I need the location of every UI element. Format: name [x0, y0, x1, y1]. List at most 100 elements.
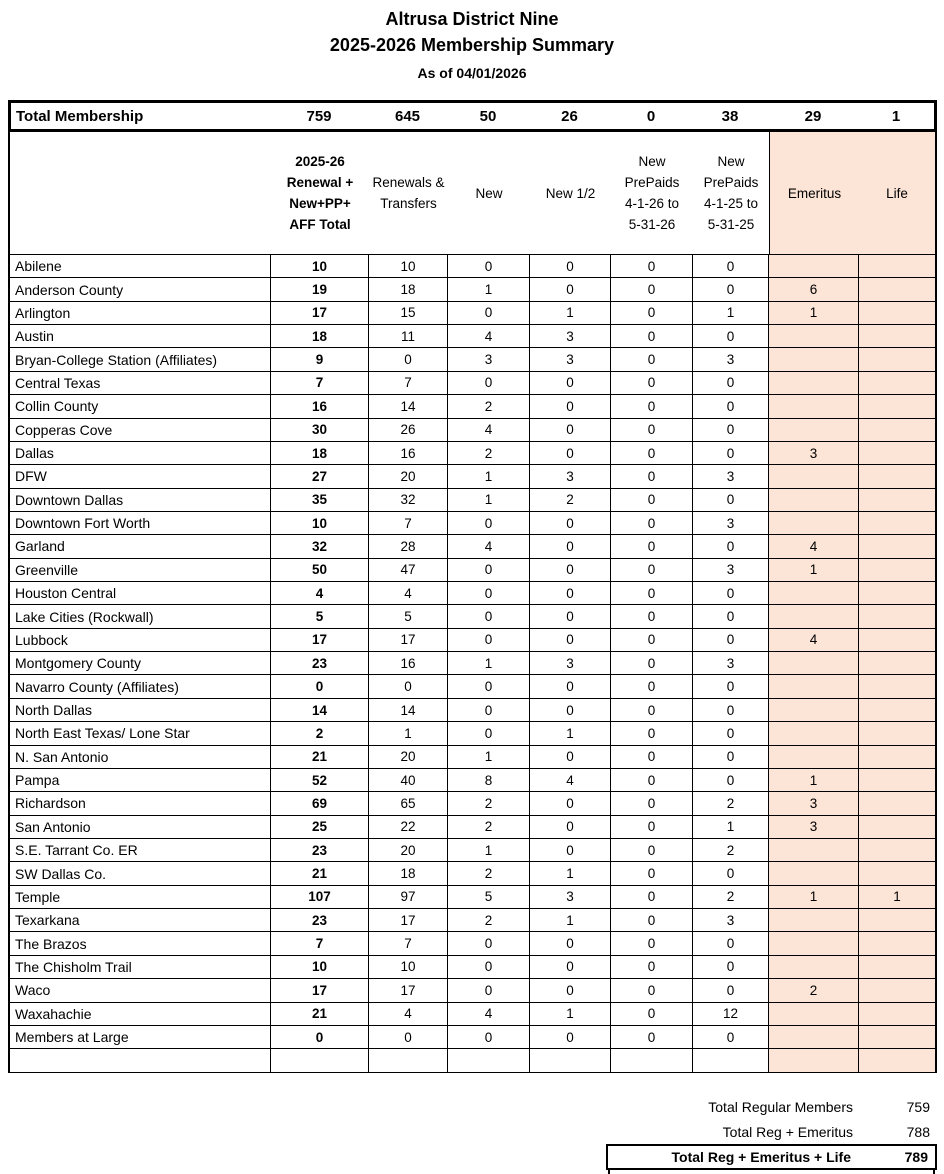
value-cell: 0: [611, 932, 693, 956]
total-value: 50: [479, 107, 497, 125]
club-name-cell: San Antonio: [10, 815, 271, 839]
value-cell: 3: [693, 465, 769, 489]
summary-row: Total Regular Members 759: [606, 1094, 937, 1119]
value-cell: 0: [530, 838, 611, 863]
value-cell: 0: [611, 301, 693, 326]
border-stub: [933, 1168, 935, 1174]
club-name-cell: Bryan-College Station (Affiliates): [10, 348, 271, 372]
value-cell: 0: [693, 932, 769, 956]
value-cell: [859, 768, 935, 793]
value-cell: 0: [611, 745, 693, 769]
value-cell: 4: [769, 628, 859, 653]
value-cell: 17: [369, 979, 448, 1003]
value-cell: [859, 862, 935, 886]
value-cell: 0: [530, 418, 611, 442]
value-cell: 0: [448, 722, 530, 746]
value-cell: 3: [530, 325, 611, 349]
value-cell: 10: [271, 955, 369, 980]
value-cell: [769, 348, 859, 372]
value-cell: 0: [448, 628, 530, 653]
membership-table: Total Membership 759 645 50 26 0 38 29 1…: [8, 100, 937, 1073]
value-cell: [859, 605, 935, 629]
value-cell: [859, 1025, 935, 1050]
value-cell: [769, 511, 859, 536]
value-cell: [769, 698, 859, 723]
value-cell: 0: [611, 348, 693, 372]
value-cell: 1: [448, 465, 530, 489]
value-cell: 2: [271, 722, 369, 746]
value-cell: 16: [271, 395, 369, 419]
column-header: Renewals & Transfers: [372, 175, 445, 211]
page-subtitle: 2025-2026 Membership Summary: [329, 35, 615, 55]
value-cell: 17: [271, 979, 369, 1003]
value-cell: 14: [271, 698, 369, 723]
value-cell: 21: [271, 745, 369, 769]
club-name-cell: Navarro County (Affiliates): [10, 675, 271, 699]
column-header: Emeritus: [769, 132, 859, 254]
summary-value: 789: [904, 1149, 928, 1165]
value-cell: 5: [271, 605, 369, 629]
value-cell: 8: [448, 768, 530, 793]
club-name-cell: North East Texas/ Lone Star: [10, 722, 271, 746]
club-name-cell: [10, 1049, 271, 1073]
value-cell: 10: [369, 955, 448, 980]
value-cell: 0: [611, 815, 693, 839]
summary-value: 788: [906, 1123, 930, 1140]
value-cell: [769, 909, 859, 933]
value-cell: 12: [693, 1002, 769, 1026]
club-name-cell: Lubbock: [10, 628, 271, 653]
value-cell: 3: [693, 348, 769, 372]
value-cell: 0: [448, 979, 530, 1003]
value-cell: [693, 1049, 769, 1073]
value-cell: 18: [271, 325, 369, 349]
value-cell: [859, 395, 935, 419]
value-cell: 2: [448, 395, 530, 419]
value-cell: 1: [859, 885, 935, 910]
value-cell: [769, 605, 859, 629]
club-name-cell: Garland: [10, 535, 271, 559]
value-cell: [769, 371, 859, 396]
value-cell: 25: [271, 815, 369, 839]
column-header: Life: [859, 132, 935, 254]
summary-row-grand-total: Total Reg + Emeritus + Life 789: [606, 1144, 937, 1170]
value-cell: 0: [448, 675, 530, 699]
value-cell: 0: [693, 862, 769, 886]
club-name-cell: Central Texas: [10, 371, 271, 396]
value-cell: 20: [369, 838, 448, 863]
value-cell: [859, 511, 935, 536]
value-cell: 2: [448, 815, 530, 839]
value-cell: 0: [611, 885, 693, 910]
value-cell: 1: [448, 745, 530, 769]
value-cell: 6: [769, 278, 859, 302]
value-cell: 10: [271, 511, 369, 536]
value-cell: 52: [271, 768, 369, 793]
value-cell: 0: [448, 558, 530, 583]
value-cell: [769, 582, 859, 606]
value-cell: [769, 955, 859, 980]
value-cell: 0: [611, 698, 693, 723]
value-cell: 3: [530, 885, 611, 910]
value-cell: 0: [611, 1002, 693, 1026]
value-cell: [859, 1049, 935, 1073]
value-cell: 2: [693, 885, 769, 910]
value-cell: 26: [369, 418, 448, 442]
value-cell: 22: [369, 815, 448, 839]
value-cell: 18: [369, 862, 448, 886]
value-cell: 23: [271, 909, 369, 933]
value-cell: 1: [448, 652, 530, 676]
report-title-block: Altrusa District Nine 2025-2026 Membersh…: [0, 6, 944, 81]
value-cell: 1: [530, 909, 611, 933]
value-cell: [769, 932, 859, 956]
value-cell: 16: [369, 652, 448, 676]
value-cell: 0: [611, 722, 693, 746]
value-cell: 0: [611, 511, 693, 536]
value-cell: 28: [369, 535, 448, 559]
value-cell: 27: [271, 465, 369, 489]
value-cell: 0: [530, 441, 611, 466]
value-cell: [859, 909, 935, 933]
club-name-cell: Abilene: [10, 255, 271, 279]
club-name-cell: North Dallas: [10, 698, 271, 723]
value-cell: 0: [693, 979, 769, 1003]
value-cell: 0: [530, 628, 611, 653]
value-cell: [769, 325, 859, 349]
